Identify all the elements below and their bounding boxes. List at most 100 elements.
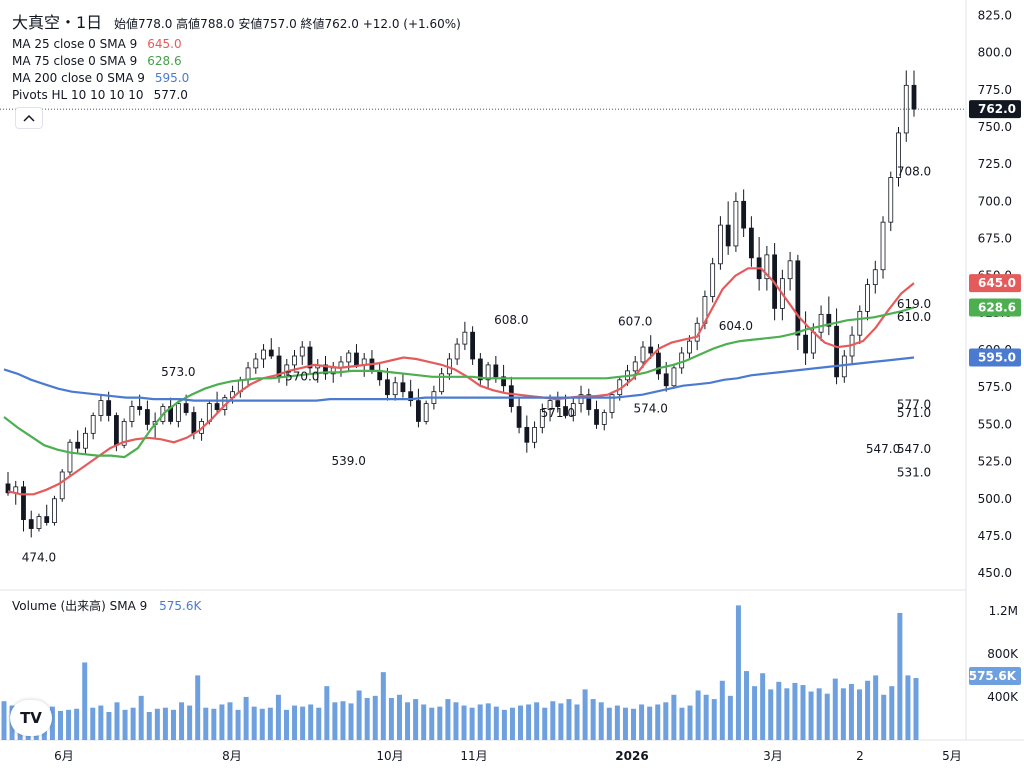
volume-bar: [865, 680, 871, 740]
candle-body: [191, 412, 197, 434]
volume-bar: [897, 612, 903, 740]
indicator-pivots[interactable]: Pivots HL 10 10 10 10 577.0: [12, 87, 461, 104]
candle-body: [354, 352, 359, 366]
volume-bar: [332, 702, 338, 740]
collapse-legend-button[interactable]: [15, 107, 43, 129]
price-tick-label: 450.0: [978, 566, 1012, 580]
volume-bar: [308, 704, 314, 740]
time-tick-label: 5月: [942, 749, 962, 763]
pivot-label: 573.0: [161, 365, 195, 379]
chevron-up-icon: [23, 114, 35, 122]
volume-bar: [114, 702, 120, 740]
price-tick-label: 525.0: [978, 455, 1012, 469]
last-price-tag-bg: [969, 100, 1021, 119]
indicator-label: MA 25 close 0 SMA 9: [12, 37, 138, 51]
indicator-label: Pivots HL 10 10 10 10: [12, 88, 144, 102]
price-tick-label: 500.0: [978, 492, 1012, 506]
volume-bar: [703, 694, 709, 740]
volume-bar: [840, 688, 846, 740]
indicator-label: MA 75 close 0 SMA 9: [12, 54, 138, 68]
time-tick-label: 11月: [460, 749, 487, 763]
candle-body: [400, 382, 406, 393]
tradingview-logo[interactable]: TV: [10, 700, 52, 736]
volume-bar: [574, 704, 580, 740]
volume-bar: [316, 707, 322, 740]
candle-body: [477, 358, 483, 381]
volume-bar: [195, 675, 201, 740]
candle-body: [570, 403, 576, 416]
candle-body: [725, 224, 731, 247]
volume-bar: [518, 705, 524, 740]
volume-bar: [679, 707, 685, 740]
candle-body: [532, 426, 537, 443]
volume-bar: [437, 706, 443, 740]
volume-bar: [154, 708, 160, 740]
volume-bar: [542, 707, 548, 740]
time-tick-label: 6月: [54, 749, 74, 763]
indicator-ma25[interactable]: MA 25 close 0 SMA 9 645.0: [12, 36, 461, 53]
volume-bar: [283, 709, 289, 740]
volume-bar: [1, 701, 7, 740]
ma-tag-bg: [969, 274, 1021, 293]
indicator-ma75[interactable]: MA 75 close 0 SMA 9 628.6: [12, 53, 461, 70]
volume-bar: [203, 707, 209, 740]
candle-body: [307, 346, 313, 369]
candle-body: [810, 331, 816, 354]
volume-bar: [106, 712, 112, 740]
volume-tick-label: 800K: [987, 647, 1019, 661]
volume-bar: [170, 709, 176, 740]
candle-body: [253, 358, 259, 369]
volume-bar: [566, 699, 572, 740]
volume-tick-label: 1.2M: [989, 604, 1018, 618]
volume-bar: [784, 688, 790, 740]
volume-tick-label: 400K: [987, 690, 1019, 704]
candle-body: [663, 373, 669, 387]
volume-bar: [235, 709, 241, 740]
volume-value: 575.6K: [159, 599, 202, 613]
volume-bar: [889, 686, 895, 740]
volume-bar: [590, 699, 596, 740]
indicator-ma200[interactable]: MA 200 close 0 SMA 9 595.0: [12, 70, 461, 87]
ma-line-ma200: [3, 356, 915, 402]
pivot-label: 610.0: [897, 310, 931, 324]
candle-body: [299, 346, 305, 357]
candle-body: [888, 177, 894, 223]
candle-body: [710, 263, 716, 297]
candle-body: [865, 284, 870, 312]
indicator-label: MA 200 close 0 SMA 9: [12, 71, 145, 85]
candle-body: [454, 343, 460, 360]
candle-body: [795, 260, 801, 336]
candle-body: [578, 394, 584, 404]
volume-bar: [396, 694, 402, 740]
pivot-label: 708.0: [897, 164, 931, 178]
candle-body: [632, 361, 638, 372]
volume-bar: [227, 702, 233, 740]
candle-body: [245, 367, 251, 381]
volume-bar: [388, 698, 394, 740]
volume-bar: [792, 682, 798, 740]
candle-body: [911, 84, 917, 110]
candle-body: [656, 352, 661, 375]
volume-legend[interactable]: Volume (出来高) SMA 9 575.6K: [12, 597, 201, 614]
candle-body: [129, 406, 135, 422]
volume-bar: [913, 678, 919, 740]
price-tick-label: 750.0: [978, 120, 1012, 134]
price-tick-label: 825.0: [978, 8, 1012, 22]
volume-bar: [881, 694, 887, 740]
volume-bar: [760, 673, 766, 740]
volume-bar: [356, 690, 362, 740]
symbol-title[interactable]: 大真空・1日: [12, 13, 103, 32]
candle-body: [462, 331, 468, 345]
candle-body: [121, 421, 127, 446]
candle-body: [385, 379, 390, 396]
volume-label: Volume (出来高) SMA 9: [12, 599, 148, 613]
candle-body: [671, 367, 677, 387]
candle-body: [508, 385, 514, 407]
volume-bar: [534, 702, 540, 740]
volume-bar: [445, 699, 451, 740]
volume-bar: [598, 702, 604, 740]
pivot-label: 571.0: [897, 406, 931, 420]
volume-bar: [622, 707, 628, 740]
candle-body: [718, 224, 723, 265]
